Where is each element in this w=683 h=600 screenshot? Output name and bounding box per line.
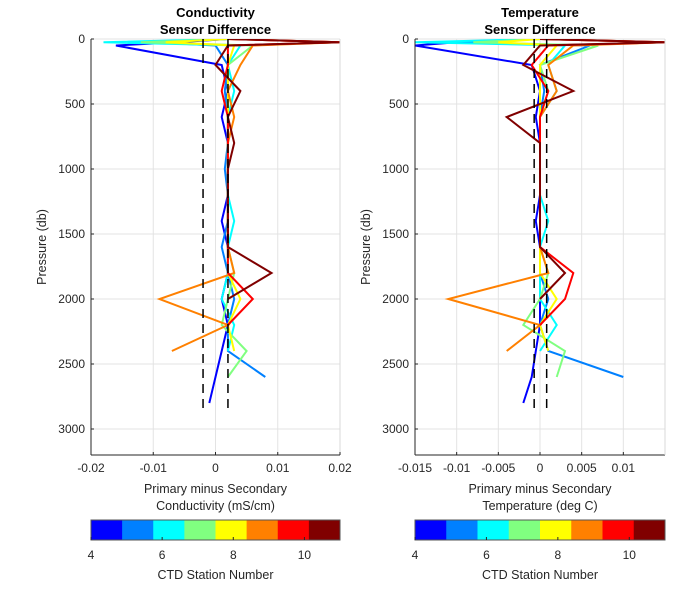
y-tick-label: 2500 [58, 357, 85, 371]
colorbar-label: CTD Station Number [157, 568, 273, 582]
y-tick-label: 3000 [58, 422, 85, 436]
y-axis-label: Pressure (db) [359, 209, 373, 285]
colorbar-tick-label: 10 [298, 548, 312, 562]
colorbar-swatch [184, 520, 216, 540]
series-line-station-9 [156, 39, 340, 352]
x-axis-label-line: Temperature (deg C) [482, 499, 597, 513]
colorbar-tick-label: 8 [230, 548, 237, 562]
x-axis-label-line: Primary minus Secondary [468, 482, 612, 496]
x-tick-label: -0.01 [443, 461, 471, 475]
y-tick-label: 3000 [382, 422, 409, 436]
chart-title-line: Sensor Difference [484, 22, 595, 37]
colorbar-tick-label: 4 [88, 548, 95, 562]
series-line-station-11 [504, 39, 665, 300]
x-tick-label: -0.02 [77, 461, 105, 475]
series-group [103, 39, 340, 410]
x-tick-label: -0.01 [140, 461, 168, 475]
colorbar-swatch [122, 520, 154, 540]
colorbar-swatch [215, 520, 248, 540]
chart-panel-0: -0.02 -0.01 0 0.01 0.02 0 500 1000 1500 2000 2500 3… [35, 5, 352, 513]
colorbar-swatch [633, 520, 666, 540]
colorbar-swatch [540, 520, 572, 540]
chart-panel-1: -0.015 -0.01 -0.005 0 0.005 0.01 0 500 1000 1500 2… [359, 5, 666, 513]
colorbar-swatch [153, 520, 185, 540]
series-line-station-7 [473, 39, 599, 378]
chart-title-line: Sensor Difference [160, 22, 271, 37]
y-axis-label: Pressure (db) [35, 209, 49, 285]
series-group [415, 39, 665, 410]
chart-title-line: Conductivity [176, 5, 255, 20]
y-tick-label: 0 [78, 32, 85, 46]
colorbar-swatch [477, 520, 510, 540]
y-tick-label: 0 [402, 32, 409, 46]
colorbar-swatch [571, 520, 603, 540]
y-tick-label: 500 [65, 97, 85, 111]
x-tick-label: 0.01 [266, 461, 290, 475]
series-line-station-5 [153, 39, 266, 378]
colorbar-swatch [308, 520, 341, 540]
x-tick-label: 0 [212, 461, 219, 475]
colorbar-swatch [277, 520, 310, 540]
colorbar-1: 4 6 8 10 CTD Station Number [412, 519, 666, 582]
x-tick-label: -0.015 [398, 461, 432, 475]
y-tick-label: 1500 [58, 227, 85, 241]
colorbar-frame [90, 519, 341, 541]
colorbar-swatch [246, 520, 279, 540]
chart-title-line: Temperature [501, 5, 579, 20]
x-axis-label-line: Conductivity (mS/cm) [156, 499, 275, 513]
x-tick-label: -0.005 [481, 461, 515, 475]
series-line-station-4 [115, 39, 229, 404]
series-line-station-9 [444, 39, 665, 352]
colorbar-frame [414, 519, 666, 541]
colorbar-swatch [415, 520, 447, 540]
y-tick-label: 1500 [382, 227, 409, 241]
series-line-station-7 [140, 39, 256, 378]
x-tick-label: 0 [537, 461, 544, 475]
x-axis-label-line: Primary minus Secondary [144, 482, 288, 496]
colorbar-swatch [508, 520, 541, 540]
y-tick-label: 1000 [382, 162, 409, 176]
y-tick-label: 500 [389, 97, 409, 111]
y-tick-label: 2500 [382, 357, 409, 371]
series-line-station-8 [498, 39, 559, 352]
colorbar-0: 4 6 8 10 CTD Station Number [88, 519, 341, 582]
y-tick-label: 1000 [58, 162, 85, 176]
colorbar-swatch [602, 520, 635, 540]
y-tick-label: 2000 [58, 292, 85, 306]
colorbar-tick-label: 4 [412, 548, 419, 562]
x-tick-label: 0.02 [328, 461, 352, 475]
x-tick-label: 0.005 [567, 461, 597, 475]
colorbar-swatch [446, 520, 478, 540]
colorbar-tick-label: 6 [159, 548, 166, 562]
colorbar-tick-label: 8 [555, 548, 562, 562]
colorbar-swatch [91, 520, 123, 540]
series-line-station-10 [530, 39, 665, 326]
series-line-station-10 [220, 39, 340, 326]
series-line-station-4 [415, 39, 542, 404]
y-tick-label: 2000 [382, 292, 409, 306]
colorbar-tick-label: 10 [623, 548, 637, 562]
colorbar-label: CTD Station Number [482, 568, 598, 582]
colorbar-tick-label: 6 [483, 548, 490, 562]
series-line-station-5 [439, 39, 624, 378]
x-tick-label: 0.01 [612, 461, 636, 475]
